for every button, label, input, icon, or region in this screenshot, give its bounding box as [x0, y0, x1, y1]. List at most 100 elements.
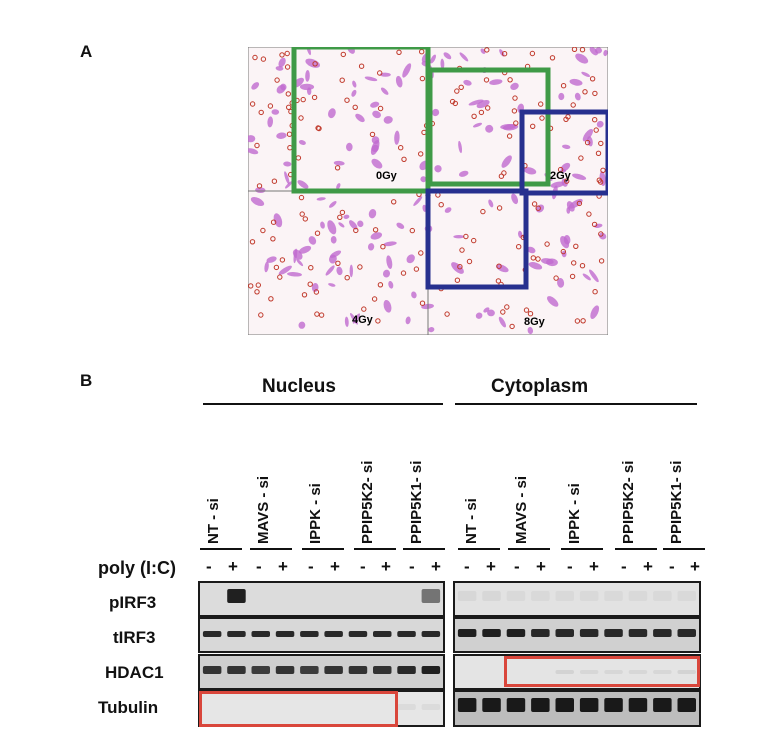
blot-band	[227, 631, 246, 637]
row-label-pirf3: pIRF3	[109, 593, 156, 613]
highlight-box-cytoplasm-hdac1	[504, 656, 700, 687]
blot-nucleus-tirf3	[198, 617, 445, 653]
blot-band	[252, 631, 271, 637]
sign-plus: +	[486, 557, 496, 577]
blot-cytoplasm-pirf3	[453, 581, 701, 617]
blot-cytoplasm-tirf3	[453, 617, 701, 653]
blot-band	[373, 666, 392, 674]
blot-band	[653, 629, 672, 637]
lane-rule-c1	[458, 548, 500, 550]
blot-band	[397, 631, 416, 637]
cytoplasm-title: Cytoplasm	[491, 376, 588, 398]
sign-minus: -	[621, 557, 627, 577]
sign-plus: +	[643, 557, 653, 577]
blot-band	[203, 666, 222, 674]
blot-band	[507, 698, 526, 712]
blot-band	[422, 704, 441, 710]
blot-nucleus-hdac1	[198, 654, 445, 690]
sign-minus: -	[409, 557, 415, 577]
sign-minus: -	[464, 557, 470, 577]
blot-band	[300, 631, 319, 637]
blot-band	[580, 591, 599, 601]
blot-band	[653, 591, 672, 601]
lane-rule-n2	[250, 548, 292, 550]
nucleus-rule	[203, 403, 443, 405]
lane-label-cytoplasm-1: NT - si	[463, 498, 480, 544]
blot-band	[422, 631, 441, 637]
sign-minus: -	[567, 557, 573, 577]
sign-minus: -	[360, 557, 366, 577]
stained-cell	[453, 235, 464, 238]
micrograph: 0Gy 2Gy 4Gy 8Gy	[248, 47, 608, 335]
blot-band	[373, 631, 392, 637]
sign-minus: -	[514, 557, 520, 577]
blot-band	[556, 698, 575, 712]
blot-band	[531, 591, 550, 601]
blot-band	[678, 698, 697, 712]
blot-band	[276, 666, 295, 674]
sign-plus: +	[690, 557, 700, 577]
sign-minus: -	[308, 557, 314, 577]
lane-rule-n5	[403, 548, 445, 550]
cytoplasm-rule	[455, 403, 697, 405]
blot-cytoplasm-tubulin	[453, 690, 701, 727]
lane-label-cytoplasm-4: PPIP5K2- si	[620, 461, 637, 544]
row-label-hdac1: HDAC1	[105, 663, 164, 683]
lane-rule-n3	[302, 548, 344, 550]
blot-band	[507, 629, 526, 637]
highlight-box-nucleus-tubulin	[199, 691, 398, 727]
sign-plus: +	[278, 557, 288, 577]
blot-band	[422, 589, 441, 603]
lane-rule-c4	[615, 548, 657, 550]
lane-rule-c5	[663, 548, 705, 550]
sign-plus: +	[589, 557, 599, 577]
blot-band	[300, 666, 319, 674]
blot-band	[678, 629, 697, 637]
blot-band	[227, 666, 246, 674]
blot-band	[531, 698, 550, 712]
blot-band	[324, 666, 343, 674]
lane-label-cytoplasm-5: PPIP5K1- si	[668, 461, 685, 544]
blot-band	[531, 629, 550, 637]
blot-band	[458, 591, 477, 601]
blot-band	[252, 666, 271, 674]
lane-label-nucleus-1: NT - si	[205, 498, 222, 544]
blot-band	[276, 631, 295, 637]
blot-band	[482, 698, 501, 712]
blot-band	[397, 704, 416, 710]
blot-band	[629, 629, 648, 637]
blot-band	[397, 666, 416, 674]
panel-b-label: B	[80, 371, 92, 391]
blot-band	[629, 698, 648, 712]
blot-band	[556, 591, 575, 601]
quadrant-label-2gy: 2Gy	[550, 170, 572, 182]
blot-band	[580, 698, 599, 712]
blot-band	[604, 698, 623, 712]
sign-plus: +	[228, 557, 238, 577]
sign-minus: -	[206, 557, 212, 577]
row-label-tirf3: tIRF3	[113, 628, 156, 648]
row-label-tubulin: Tubulin	[98, 698, 158, 718]
blot-band	[324, 631, 343, 637]
blot-band	[482, 629, 501, 637]
blot-band	[678, 591, 697, 601]
blot-band	[227, 589, 246, 603]
sign-minus: -	[669, 557, 675, 577]
lane-label-nucleus-3: IPPK - si	[307, 483, 324, 544]
blot-band	[629, 591, 648, 601]
quadrant-label-0gy: 0Gy	[376, 170, 398, 182]
sign-plus: +	[330, 557, 340, 577]
blot-band	[580, 629, 599, 637]
blot-band	[203, 631, 222, 637]
lane-label-nucleus-2: MAVS - si	[255, 476, 272, 544]
blot-nucleus-pirf3	[198, 581, 445, 617]
quadrant-label-8gy: 8Gy	[524, 316, 546, 328]
blot-band	[458, 629, 477, 637]
lane-label-cytoplasm-2: MAVS - si	[513, 476, 530, 544]
lane-label-cytoplasm-3: IPPK - si	[566, 483, 583, 544]
blot-band	[507, 591, 526, 601]
lane-rule-c2	[508, 548, 550, 550]
nucleus-title: Nucleus	[262, 376, 336, 398]
sign-plus: +	[381, 557, 391, 577]
blot-band	[458, 698, 477, 712]
